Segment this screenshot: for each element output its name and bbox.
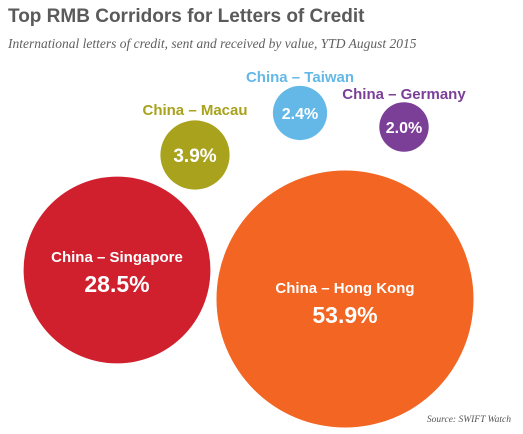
- source-note: Source: SWIFT Watch: [426, 415, 511, 425]
- bubble-value-singapore: 28.5%: [84, 271, 149, 297]
- bubble-value-germany: 2.0%: [386, 120, 422, 137]
- bubble-label-macau: China – Macau: [142, 102, 247, 119]
- chart-title: Top RMB Corridors for Letters of Credit: [8, 6, 365, 27]
- bubble-value-macau: 3.9%: [173, 146, 216, 167]
- bubble-macau: [160, 120, 230, 190]
- bubble-singapore: [23, 176, 211, 364]
- bubble-label-taiwan: China – Taiwan: [246, 69, 354, 86]
- bubble-germany: [379, 102, 429, 152]
- chart-subtitle: International letters of credit, sent an…: [8, 36, 417, 51]
- bubble-label-germany: China – Germany: [342, 86, 466, 103]
- bubble-label-hong-kong: China – Hong Kong: [275, 280, 414, 297]
- bubble-label-singapore: China – Singapore: [51, 249, 183, 266]
- bubble-taiwan: [272, 85, 328, 141]
- bubble-value-taiwan: 2.4%: [282, 106, 318, 123]
- bubble-value-hong-kong: 53.9%: [312, 302, 377, 328]
- bubble-hong-kong: [216, 170, 474, 428]
